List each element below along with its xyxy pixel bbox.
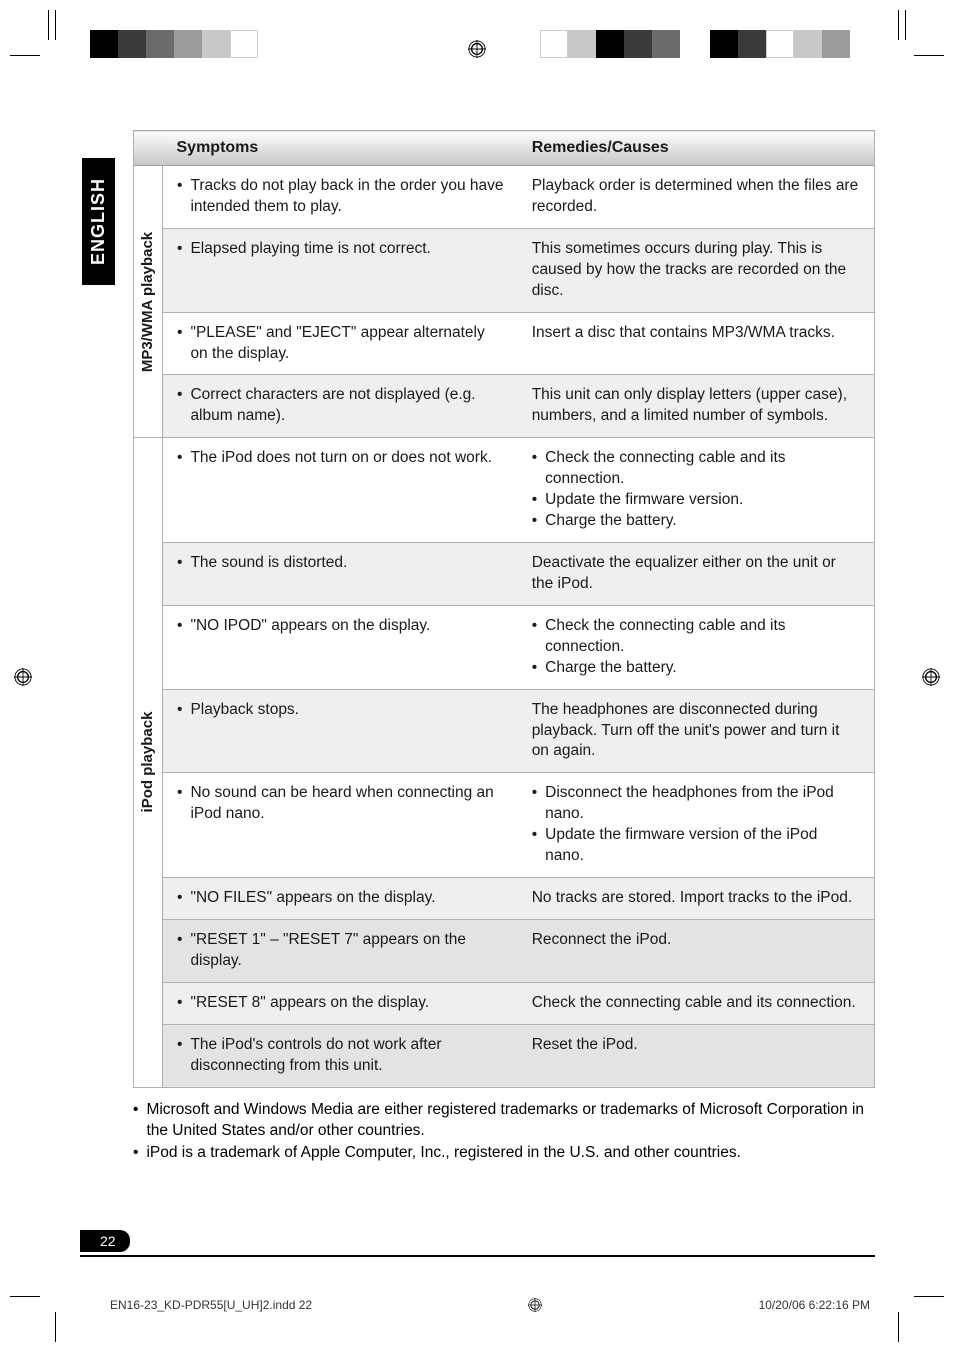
crop-mark (10, 55, 40, 56)
color-bar (90, 30, 258, 58)
footnote-item: •Microsoft and Windows Media are either … (133, 1100, 875, 1142)
symptom-cell: •"PLEASE" and "EJECT" appear alternately… (163, 312, 518, 375)
remedy-cell: No tracks are stored. Import tracks to t… (518, 878, 875, 920)
slug-timestamp: 10/20/06 6:22:16 PM (759, 1298, 870, 1312)
symptom-cell: •"NO IPOD" appears on the display. (163, 605, 518, 689)
symptom-cell: •No sound can be heard when connecting a… (163, 773, 518, 878)
table-row: MP3/WMA playback•Tracks do not play back… (134, 166, 875, 229)
page-rule (80, 1255, 875, 1257)
table-row: •"PLEASE" and "EJECT" appear alternately… (134, 312, 875, 375)
crop-mark (48, 10, 49, 40)
crop-mark (55, 10, 56, 40)
section-label: iPod playback (134, 438, 163, 1087)
footnote-item: •iPod is a trademark of Apple Computer, … (133, 1143, 875, 1164)
column-header-symptoms: Symptoms (163, 131, 518, 166)
symptom-cell: •"RESET 8" appears on the display. (163, 982, 518, 1024)
symptom-cell: •Elapsed playing time is not correct. (163, 228, 518, 312)
table-row: •The sound is distorted.Deactivate the e… (134, 542, 875, 605)
symptom-cell: •Tracks do not play back in the order yo… (163, 166, 518, 229)
table-row: •No sound can be heard when connecting a… (134, 773, 875, 878)
remedy-cell: Playback order is determined when the fi… (518, 166, 875, 229)
table-corner (134, 131, 163, 166)
remedy-cell: The headphones are disconnected during p… (518, 689, 875, 773)
page-content: Symptoms Remedies/Causes MP3/WMA playbac… (80, 130, 875, 1166)
remedy-cell: This unit can only display letters (uppe… (518, 375, 875, 438)
print-slug: EN16-23_KD-PDR55[U_UH]2.indd 22 10/20/06… (110, 1298, 870, 1312)
color-bar (710, 30, 850, 58)
registration-mark-icon (528, 1298, 542, 1312)
symptom-cell: •The iPod's controls do not work after d… (163, 1024, 518, 1087)
symptom-cell: •"NO FILES" appears on the display. (163, 878, 518, 920)
symptom-cell: •"RESET 1" – "RESET 7" appears on the di… (163, 919, 518, 982)
page-number: 22 (80, 1230, 130, 1252)
table-row: •Elapsed playing time is not correct.Thi… (134, 228, 875, 312)
table-row: •"NO FILES" appears on the display.No tr… (134, 878, 875, 920)
remedy-cell: Reconnect the iPod. (518, 919, 875, 982)
symptom-cell: •The iPod does not turn on or does not w… (163, 438, 518, 543)
remedy-cell: Check the connecting cable and its conne… (518, 982, 875, 1024)
remedy-cell: •Disconnect the headphones from the iPod… (518, 773, 875, 878)
symptom-cell: •The sound is distorted. (163, 542, 518, 605)
crop-mark (905, 10, 906, 40)
crop-mark (55, 1312, 56, 1342)
registration-mark-icon (14, 668, 32, 686)
crop-mark (10, 1296, 40, 1297)
remedy-cell: Deactivate the equalizer either on the u… (518, 542, 875, 605)
section-label: MP3/WMA playback (134, 166, 163, 438)
table-row: •"RESET 1" – "RESET 7" appears on the di… (134, 919, 875, 982)
symptom-cell: •Playback stops. (163, 689, 518, 773)
slug-filename: EN16-23_KD-PDR55[U_UH]2.indd 22 (110, 1298, 312, 1312)
registration-mark-icon (468, 40, 486, 58)
remedy-cell: •Check the connecting cable and its conn… (518, 438, 875, 543)
table-row: •Playback stops.The headphones are disco… (134, 689, 875, 773)
table-row: iPod playback•The iPod does not turn on … (134, 438, 875, 543)
remedy-cell: Insert a disc that contains MP3/WMA trac… (518, 312, 875, 375)
table-row: •"NO IPOD" appears on the display.•Check… (134, 605, 875, 689)
table-row: •The iPod's controls do not work after d… (134, 1024, 875, 1087)
column-header-remedies: Remedies/Causes (518, 131, 875, 166)
crop-mark (898, 10, 899, 40)
remedy-cell: This sometimes occurs during play. This … (518, 228, 875, 312)
crop-mark (898, 1312, 899, 1342)
footnotes: •Microsoft and Windows Media are either … (133, 1100, 875, 1165)
table-row: •Correct characters are not displayed (e… (134, 375, 875, 438)
crop-mark (914, 55, 944, 56)
color-bar (540, 30, 680, 58)
crop-mark (914, 1296, 944, 1297)
troubleshooting-table: Symptoms Remedies/Causes MP3/WMA playbac… (133, 130, 875, 1088)
symptom-cell: •Correct characters are not displayed (e… (163, 375, 518, 438)
remedy-cell: Reset the iPod. (518, 1024, 875, 1087)
remedy-cell: •Check the connecting cable and its conn… (518, 605, 875, 689)
table-row: •"RESET 8" appears on the display.Check … (134, 982, 875, 1024)
registration-mark-icon (922, 668, 940, 686)
